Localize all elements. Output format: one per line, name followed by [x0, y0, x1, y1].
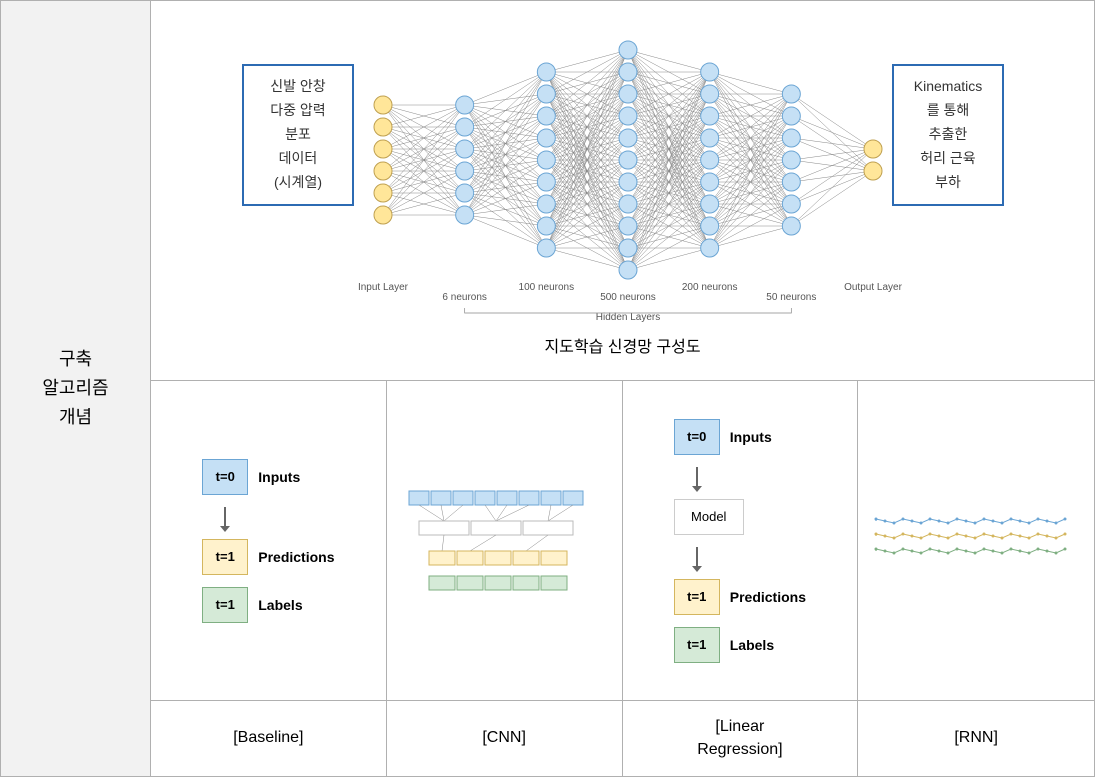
- content-area: 신발 안창다중 압력분포데이터 (시계열) Kinematics 를 통해추출한허리 …: [151, 1, 1094, 776]
- svg-text:데이터: 데이터: [278, 150, 317, 166]
- svg-text:허리 근육: 허리 근육: [920, 150, 976, 166]
- svg-text:신발 안창: 신발 안창: [270, 78, 326, 94]
- label-baseline: [Baseline]: [151, 701, 387, 776]
- svg-text:(시계열): (시계열): [274, 174, 322, 190]
- svg-text:Kinematics: Kinematics: [913, 78, 981, 94]
- svg-text:다중 압력: 다중 압력: [270, 102, 325, 118]
- svg-text:100 neurons: 100 neurons: [518, 282, 574, 293]
- svg-text:Input Layer: Input Layer: [357, 282, 408, 293]
- svg-text:Output Layer: Output Layer: [844, 282, 902, 293]
- svg-text:분포: 분포: [285, 126, 311, 142]
- label-cnn: [CNN]: [387, 701, 623, 776]
- label-linear: [LinearRegression]: [623, 701, 859, 776]
- baseline-cell: t=0Inputst=1Predictionst=1Labels: [151, 381, 387, 700]
- main-table: 구축알고리즘개념 신발 안창다중 압력분포데이터 (시계열) Kinematics 를…: [0, 0, 1095, 777]
- linear-cell: t=0InputsModelt=1Predictionst=1Labels: [623, 381, 859, 700]
- baseline-flow: t=0Inputst=1Predictionst=1Labels: [202, 459, 334, 623]
- linear-flow: t=0InputsModelt=1Predictionst=1Labels: [674, 419, 806, 663]
- labels-row: [Baseline] [CNN] [LinearRegression] [RNN…: [151, 701, 1094, 776]
- svg-text:50 neurons: 50 neurons: [766, 292, 816, 303]
- rnn-diagram: [871, 506, 1081, 576]
- models-row: t=0Inputst=1Predictionst=1Labels t=0Inpu…: [151, 381, 1094, 701]
- svg-text:추출한: 추출한: [928, 126, 967, 142]
- svg-text:Hidden Layers: Hidden Layers: [595, 312, 659, 323]
- nn-diagram: 신발 안창다중 압력분포데이터 (시계열) Kinematics 를 통해추출한허리 …: [233, 25, 1013, 325]
- label-rnn: [RNN]: [858, 701, 1094, 776]
- svg-text:부하: 부하: [935, 174, 961, 190]
- nn-section: 신발 안창다중 압력분포데이터 (시계열) Kinematics 를 통해추출한허리 …: [151, 1, 1094, 381]
- svg-text:6 neurons: 6 neurons: [442, 292, 486, 303]
- svg-text:를 통해: 를 통해: [926, 102, 969, 118]
- side-label: 구축알고리즘개념: [1, 1, 151, 776]
- svg-text:500 neurons: 500 neurons: [600, 292, 656, 303]
- cnn-cell: [387, 381, 623, 700]
- svg-text:200 neurons: 200 neurons: [681, 282, 737, 293]
- rnn-cell: [858, 381, 1094, 700]
- nn-caption: 지도학습 신경망 구성도: [544, 333, 700, 357]
- cnn-diagram: [404, 481, 604, 601]
